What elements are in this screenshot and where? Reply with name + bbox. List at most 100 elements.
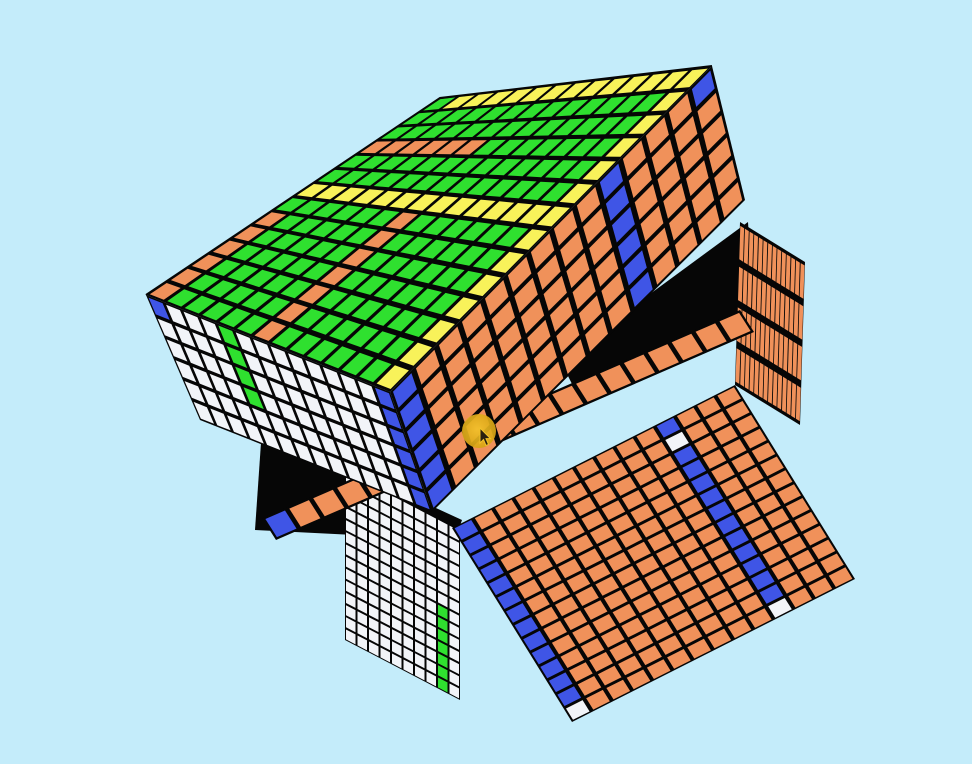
sticker <box>781 251 786 288</box>
sticker <box>355 172 388 186</box>
sticker <box>462 199 496 218</box>
sticker <box>703 115 726 152</box>
sticker <box>702 449 727 469</box>
sticker <box>360 252 393 271</box>
sticker <box>226 346 248 368</box>
sticker <box>258 297 291 317</box>
sticker <box>670 611 694 631</box>
sticker <box>357 562 367 578</box>
sticker <box>262 274 295 293</box>
sticker <box>410 175 444 191</box>
sticker <box>454 245 488 266</box>
sticker <box>760 456 784 477</box>
sticker <box>392 641 402 657</box>
sticker <box>166 339 188 362</box>
lower-right-face-top[interactable] <box>735 222 805 425</box>
sticker <box>756 278 762 314</box>
upper-right-face[interactable] <box>390 66 745 512</box>
sticker <box>389 192 422 209</box>
sticker <box>324 244 356 263</box>
sticker <box>762 240 768 276</box>
sticker <box>244 352 265 375</box>
sticker <box>550 296 574 332</box>
sticker <box>223 285 255 304</box>
sticker <box>595 251 619 287</box>
sticker <box>576 186 601 223</box>
sticker <box>422 320 455 343</box>
sticker <box>714 159 737 196</box>
sticker <box>748 231 754 268</box>
sticker <box>170 268 202 286</box>
sticker <box>555 99 589 117</box>
sticker <box>649 621 674 641</box>
sticker <box>725 401 750 421</box>
sticker <box>598 538 623 558</box>
sticker <box>369 629 379 645</box>
sticker <box>552 118 586 136</box>
sticker <box>480 90 514 106</box>
sticker <box>311 314 344 335</box>
sticker <box>667 649 691 669</box>
sticker <box>575 458 600 479</box>
lower-left-face[interactable] <box>345 470 460 700</box>
sticker <box>527 319 551 355</box>
sticker <box>763 365 769 402</box>
lower-front-face[interactable] <box>452 385 855 722</box>
sticker <box>616 75 650 94</box>
sticker <box>345 427 365 450</box>
sticker <box>426 574 436 590</box>
sticker <box>621 490 646 510</box>
sticker <box>705 538 729 559</box>
sticker <box>392 629 402 645</box>
sticker <box>296 184 329 198</box>
sticker <box>622 140 646 177</box>
sticker <box>379 441 399 463</box>
sticker <box>552 385 584 413</box>
sticker <box>230 244 263 261</box>
sticker <box>676 407 701 428</box>
sticker <box>576 375 608 402</box>
sticker <box>399 342 432 366</box>
sticker <box>652 249 676 285</box>
sticker <box>403 562 413 578</box>
sticker <box>422 370 447 405</box>
sticker <box>329 319 362 341</box>
sticker <box>566 252 590 289</box>
sticker <box>537 254 561 290</box>
sticker <box>561 520 585 541</box>
sticker <box>336 441 356 463</box>
sticker <box>673 445 698 466</box>
sticker <box>538 84 572 101</box>
sticker <box>535 479 560 499</box>
sticker <box>599 163 623 200</box>
sticker <box>671 333 703 361</box>
sticker <box>369 454 390 477</box>
sticker <box>485 280 509 316</box>
sticker <box>507 159 541 177</box>
sticker <box>357 550 367 566</box>
sticker <box>523 503 548 523</box>
sticker <box>592 614 616 634</box>
sticker <box>237 314 269 335</box>
sticker <box>731 452 756 473</box>
sticker <box>375 387 395 410</box>
sticker <box>167 289 199 307</box>
sticker <box>333 294 366 315</box>
upper-left-face[interactable] <box>146 295 432 512</box>
sticker <box>800 563 824 584</box>
sticker <box>593 96 627 115</box>
sticker <box>380 598 390 614</box>
sticker <box>429 176 462 192</box>
sticker <box>450 451 474 486</box>
sticker <box>403 525 413 541</box>
sticker <box>778 333 784 369</box>
sticker <box>540 361 564 397</box>
sticker <box>776 248 782 285</box>
sticker <box>520 298 545 334</box>
sticker <box>415 568 425 584</box>
top-face[interactable] <box>146 66 712 392</box>
sticker <box>392 568 402 584</box>
sticker <box>415 653 425 669</box>
